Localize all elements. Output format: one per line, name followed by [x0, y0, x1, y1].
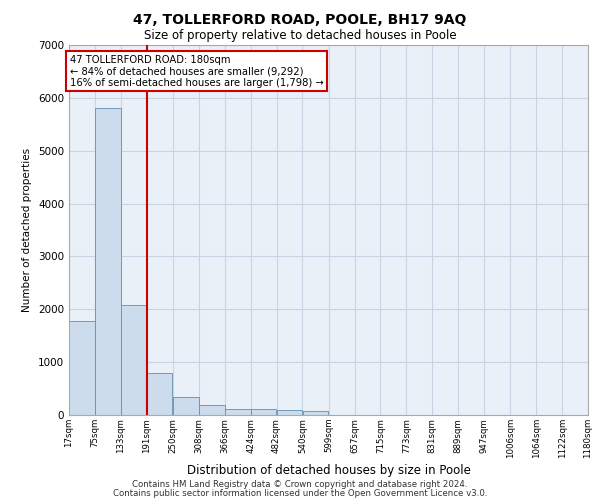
Text: 47 TOLLERFORD ROAD: 180sqm
← 84% of detached houses are smaller (9,292)
16% of s: 47 TOLLERFORD ROAD: 180sqm ← 84% of deta… — [70, 54, 323, 88]
Bar — [147, 372, 172, 415]
Bar — [225, 408, 251, 415]
Bar — [199, 405, 224, 415]
Bar — [95, 108, 121, 415]
X-axis label: Distribution of detached houses by size in Poole: Distribution of detached houses by size … — [187, 464, 470, 476]
Y-axis label: Number of detached properties: Number of detached properties — [22, 148, 32, 312]
Bar — [277, 410, 302, 415]
Bar — [69, 321, 95, 415]
Bar — [121, 304, 146, 415]
Bar — [302, 412, 328, 415]
Bar — [251, 409, 277, 415]
Text: 47, TOLLERFORD ROAD, POOLE, BH17 9AQ: 47, TOLLERFORD ROAD, POOLE, BH17 9AQ — [133, 12, 467, 26]
Bar — [173, 397, 199, 415]
Text: Contains public sector information licensed under the Open Government Licence v3: Contains public sector information licen… — [113, 489, 487, 498]
Text: Size of property relative to detached houses in Poole: Size of property relative to detached ho… — [143, 29, 457, 42]
Text: Contains HM Land Registry data © Crown copyright and database right 2024.: Contains HM Land Registry data © Crown c… — [132, 480, 468, 489]
